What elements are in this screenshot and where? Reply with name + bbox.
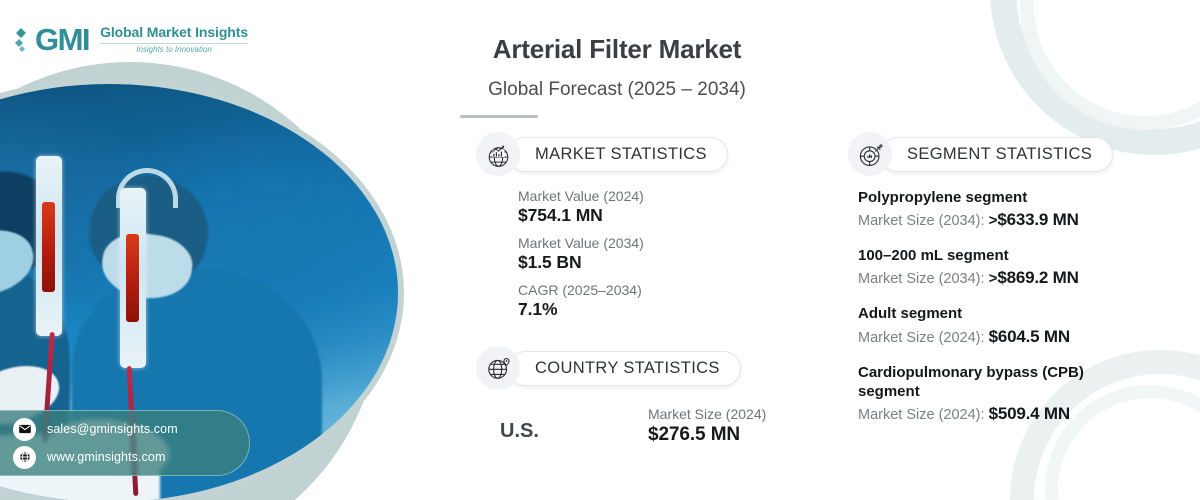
segment-value: $869.2 MN: [997, 268, 1079, 288]
segment-stats-column: SEGMENT STATISTICS Polypropylene segment…: [800, 132, 1140, 446]
segment-item: Adult segment Market Size (2024): $604.5…: [858, 304, 1140, 346]
stat-value: $276.5 MN: [648, 424, 741, 445]
segment-name: 100–200 mL segment: [858, 247, 1009, 265]
page-title: Arterial Filter Market: [492, 34, 742, 64]
segment-item: Polypropylene segment Market Size (2034)…: [858, 188, 1140, 230]
stat-item: Market Value (2034) $1.5 BN: [518, 235, 800, 273]
stat-value: 7.1%: [518, 299, 558, 319]
blood-column-left: [42, 202, 55, 292]
title-divider: [460, 115, 538, 118]
stat-label: Market Value (2024): [518, 188, 644, 204]
blood-column-right: [126, 234, 139, 322]
logo-company-name: Global Market Insights: [100, 24, 249, 41]
pie-chart-arrow-icon: [848, 132, 892, 176]
segment-value: $633.9 MN: [997, 210, 1079, 230]
contact-panel: sales@gminsights.com www.gminsights.com: [0, 410, 250, 476]
segment-item: Cardiopulmonary bypass (CPB) segment Mar…: [858, 363, 1140, 424]
logo-tagline: Insights to Innovation: [136, 45, 212, 55]
segment-metric: Market Size (2034): >$633.9 MN: [858, 210, 1140, 230]
gmi-diamond-mark: [15, 27, 26, 52]
stat-value: $754.1 MN: [518, 205, 603, 225]
segment-prefix: >: [988, 212, 998, 230]
segment-metric-label: Market Size (2024):: [858, 406, 985, 423]
segment-value: $509.4 MN: [988, 403, 1071, 423]
country-statistics-row: U.S. Market Size (2024) $276.5 MN: [500, 406, 800, 446]
country-stat: Market Size (2024) $276.5 MN: [648, 406, 766, 446]
market-statistics-header: MARKET STATISTICS: [476, 132, 728, 176]
segment-statistics-header: SEGMENT STATISTICS: [848, 132, 1114, 176]
segment-name: Adult segment: [858, 305, 963, 323]
stat-label: CAGR (2025–2034): [518, 282, 642, 298]
contact-email-text: sales@gminsights.com: [47, 422, 178, 436]
segment-list: Polypropylene segment Market Size (2034)…: [858, 188, 1140, 424]
hero-image-panel: sales@gminsights.com www.gminsights.com: [0, 0, 470, 500]
segment-statistics-label: SEGMENT STATISTICS: [880, 136, 1114, 172]
segment-name: Polypropylene segment: [858, 189, 1028, 206]
segment-metric-label: Market Size (2024):: [858, 329, 985, 346]
brand-logo[interactable]: GMI Global Market Insights Insights to I…: [14, 24, 248, 55]
country-statistics-header: COUNTRY STATISTICS: [476, 346, 741, 390]
segment-metric-label: Market Size (2034):: [858, 271, 985, 288]
segment-metric: Market Size (2034): >$869.2 MN: [858, 268, 1140, 288]
left-stats-column: MARKET STATISTICS Market Value (2024) $7…: [452, 132, 800, 446]
oxygen-hose: [116, 168, 178, 208]
segment-metric: Market Size (2024): $509.4 MN: [858, 404, 1140, 424]
logo-mark-text: GMI: [35, 22, 91, 57]
email-icon: [13, 417, 36, 441]
stat-value: $1.5 BN: [518, 252, 582, 272]
globe-icon: [13, 445, 36, 469]
segment-metric-label: Market Size (2034):: [858, 213, 985, 230]
stat-label: Market Value (2034): [518, 235, 644, 251]
country-name: U.S.: [500, 420, 539, 442]
page-subtitle: Global Forecast (2025 – 2034): [488, 79, 746, 100]
market-statistics-list: Market Value (2024) $754.1 MN Market Val…: [518, 188, 800, 320]
segment-item: 100–200 mL segment Market Size (2034): >…: [858, 246, 1140, 288]
country-statistics-label: COUNTRY STATISTICS: [508, 350, 741, 386]
content-area: Arterial Filter Market Global Forecast (…: [452, 0, 1200, 500]
globe-bar-chart-icon: [476, 132, 520, 176]
stat-item: CAGR (2025–2034) 7.1%: [518, 282, 800, 320]
segment-metric: Market Size (2024): $604.5 MN: [858, 327, 1140, 347]
segment-prefix: >: [988, 270, 998, 288]
segment-value: $604.5 MN: [988, 326, 1071, 346]
contact-website-text: www.gminsights.com: [47, 450, 166, 464]
globe-pin-icon: [476, 346, 520, 390]
stat-item: Market Value (2024) $754.1 MN: [518, 188, 800, 226]
contact-email-row[interactable]: sales@gminsights.com: [13, 417, 249, 441]
segment-name: Cardiopulmonary bypass (CPB) segment: [858, 363, 1084, 400]
market-statistics-label: MARKET STATISTICS: [508, 136, 728, 172]
contact-website-row[interactable]: www.gminsights.com: [13, 445, 249, 469]
stat-label: Market Size (2024): [648, 406, 767, 422]
